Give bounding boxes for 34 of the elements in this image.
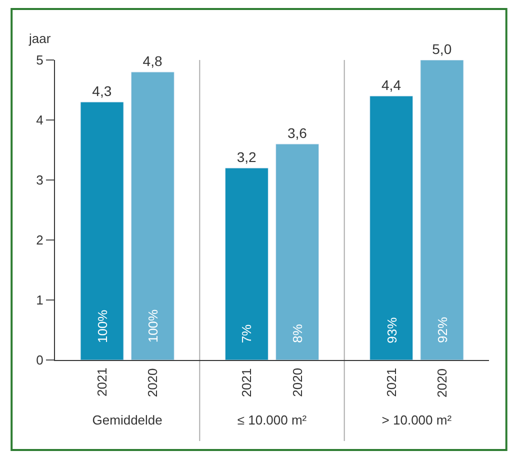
text: 2021: [239, 368, 254, 398]
text: 2020: [290, 368, 305, 397]
y-tick-label: 5: [36, 52, 44, 68]
annotation: 93%: [384, 316, 400, 344]
annotation: 7%: [239, 324, 254, 344]
y-tick-label: 2: [36, 232, 44, 248]
data-label: 4,4: [382, 77, 402, 93]
text: 2020: [434, 368, 450, 398]
annotation: 100%: [95, 309, 110, 344]
annotation: 92%: [434, 316, 450, 343]
data-label: 5,0: [432, 41, 452, 57]
x-tick-label: > 10.000 m²: [382, 412, 452, 428]
data-label: 3,2: [236, 149, 257, 165]
data-label: 3,6: [287, 125, 308, 141]
annotation: 100%: [146, 308, 161, 343]
data-label: 4,8: [142, 53, 162, 69]
y-axis-title: jaar: [28, 31, 52, 46]
bar: [130, 72, 174, 360]
annotation: 8%: [290, 324, 305, 343]
y-tick-label: 0: [36, 352, 44, 368]
text: 2021: [384, 368, 399, 397]
text: 2021: [94, 368, 110, 397]
y-tick-label: 3: [36, 172, 44, 188]
x-tick-label: Gemiddelde: [92, 412, 162, 428]
x-tick-label: ≤ 10.000 m²: [237, 412, 308, 428]
y-tick-label: 1: [36, 292, 44, 308]
bar: [224, 168, 268, 360]
bar: [370, 96, 414, 360]
y-tick-label: 4: [36, 112, 44, 128]
text: 2020: [145, 368, 160, 398]
bar: [80, 102, 124, 360]
data-label: 4,3: [92, 83, 112, 99]
bar: [420, 60, 464, 360]
bar: [276, 144, 320, 360]
